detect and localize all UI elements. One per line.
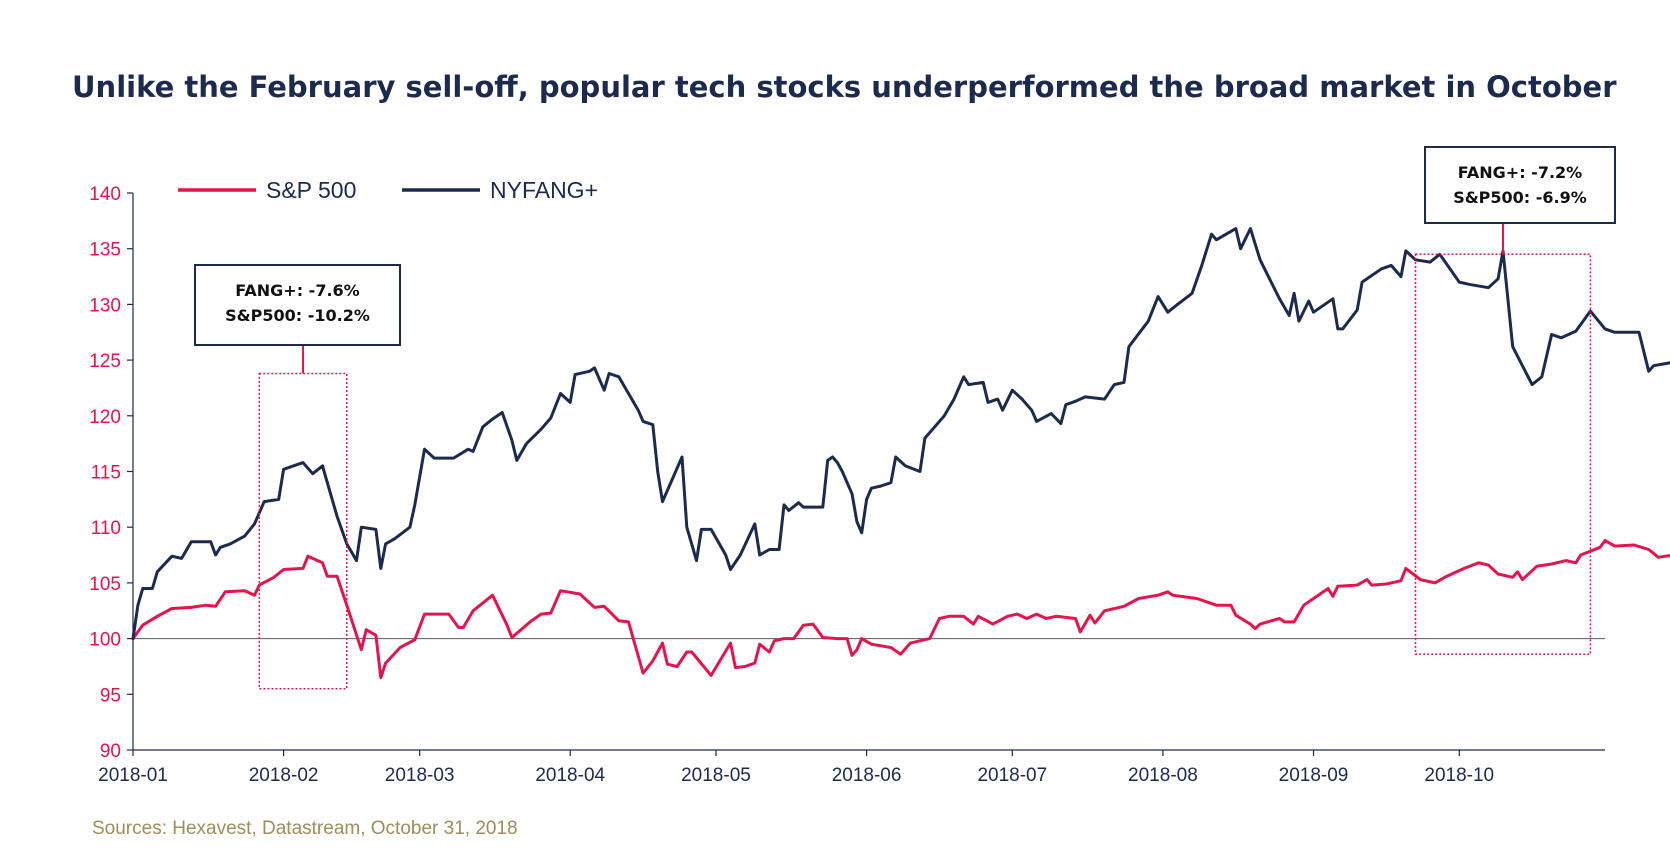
annotation-highlight-box — [1414, 253, 1592, 655]
x-tick-label: 2018-05 — [681, 765, 751, 786]
annotation-highlight-box — [258, 372, 348, 690]
source-note: Sources: Hexavest, Datastream, October 3… — [92, 818, 518, 839]
annotation: FANG+: -7.6% S&P500: -10.2% — [194, 264, 401, 690]
y-tick-label: 135 — [89, 240, 121, 261]
series-layer — [131, 227, 1670, 680]
series-line-sp500 — [131, 539, 1670, 680]
y-tick-label: 130 — [89, 295, 121, 316]
x-tick-label: 2018-10 — [1424, 765, 1494, 786]
x-tick-label: 2018-01 — [98, 765, 168, 786]
x-tick-label: 2018-03 — [385, 765, 455, 786]
y-axis: 90 95 100 105 110 115 120 125 130 135 140 — [89, 184, 134, 762]
y-tick-label: 140 — [89, 184, 121, 205]
annotation: FANG+: -7.2% S&P500: -6.9% — [1414, 146, 1616, 655]
x-axis: 2018-01 2018-02 2018-03 2018-04 2018-05 2018-… — [98, 749, 1605, 786]
x-tick-label: 2018-08 — [1128, 765, 1198, 786]
y-tick-label: 90 — [100, 741, 121, 762]
x-tick-label: 2018-07 — [977, 765, 1047, 786]
annotations: FANG+: -7.6% S&P500: -10.2% FANG+: -7.2% S&… — [194, 146, 1616, 690]
legend: S&P 500 NYFANG+ — [178, 177, 598, 203]
annotation-callout-box — [194, 264, 401, 346]
y-tick-label: 95 — [100, 685, 121, 706]
y-tick-label: 125 — [89, 351, 121, 372]
y-tick-label: 115 — [91, 463, 121, 484]
series-line-nyfang — [131, 227, 1670, 641]
x-tick-label: 2018-02 — [249, 765, 319, 786]
y-tick-label: 120 — [89, 407, 121, 428]
chart-title: Unlike the February sell-off, popular te… — [72, 70, 1617, 104]
y-tick-label: 110 — [91, 518, 121, 539]
legend-item-sp500: S&P 500 — [178, 177, 356, 203]
annotation-text: S&P500: -10.2% — [225, 306, 370, 325]
y-tick-label: 100 — [89, 630, 121, 651]
x-tick-label: 2018-04 — [535, 765, 605, 786]
annotation-text: S&P500: -6.9% — [1453, 188, 1587, 207]
x-tick-label: 2018-06 — [832, 765, 902, 786]
legend-label: NYFANG+ — [490, 177, 598, 203]
y-tick-label: 105 — [89, 574, 121, 595]
legend-item-nyfang: NYFANG+ — [402, 177, 598, 203]
legend-label: S&P 500 — [266, 177, 356, 203]
annotation-text: FANG+: -7.6% — [235, 281, 359, 300]
annotation-text: FANG+: -7.2% — [1458, 163, 1582, 182]
annotation-callout-box — [1424, 146, 1616, 224]
x-tick-label: 2018-09 — [1279, 765, 1349, 786]
